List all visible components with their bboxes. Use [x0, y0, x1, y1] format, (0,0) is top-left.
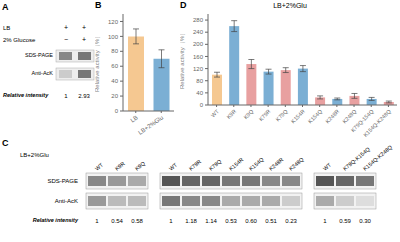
svg-text:0.23: 0.23 — [285, 218, 297, 224]
svg-text:K79Q: K79Q — [208, 158, 223, 172]
svg-text:Anti-AcK: Anti-AcK — [55, 198, 78, 204]
svg-text:WT: WT — [168, 161, 179, 172]
svg-text:280: 280 — [193, 17, 204, 23]
svg-text:K154Q: K154Q — [248, 156, 266, 172]
svg-text:40: 40 — [196, 90, 203, 96]
svg-text:K79Q: K79Q — [275, 108, 290, 123]
svg-text:120: 120 — [193, 66, 204, 72]
svg-text:+: + — [64, 24, 68, 31]
svg-text:K9Q: K9Q — [134, 160, 147, 172]
svg-text:K9R: K9R — [114, 160, 126, 171]
svg-text:WT: WT — [322, 161, 333, 172]
svg-text:200: 200 — [193, 41, 204, 47]
svg-text:K79Q-154Q: K79Q-154Q — [349, 108, 375, 134]
svg-text:0.59: 0.59 — [339, 218, 351, 224]
svg-text:Relative intensity: Relative intensity — [33, 217, 79, 223]
svg-text:1: 1 — [169, 218, 173, 224]
svg-text:60: 60 — [111, 63, 118, 69]
svg-text:120: 120 — [108, 19, 119, 25]
svg-text:K154R: K154R — [290, 108, 306, 124]
svg-text:2.93: 2.93 — [78, 93, 90, 99]
svg-text:LB+2%Glu: LB+2%Glu — [20, 152, 49, 158]
svg-text:K248R: K248R — [324, 108, 340, 124]
svg-text:LB: LB — [129, 114, 138, 123]
svg-text:−: − — [64, 36, 68, 43]
svg-text:K79Q-K154Q: K79Q-K154Q — [341, 145, 371, 172]
svg-text:1: 1 — [95, 218, 99, 224]
svg-text:Relative activity（%）: Relative activity（%） — [95, 33, 101, 92]
svg-text:K154Q-K248Q: K154Q-K248Q — [362, 108, 392, 137]
html-text:LB+2%Glu: LB+2%Glu — [273, 2, 307, 9]
svg-text:1.18: 1.18 — [185, 218, 197, 224]
svg-text:0: 0 — [115, 108, 119, 114]
svg-text:0.60: 0.60 — [245, 218, 257, 224]
svg-text:Anti-AcK: Anti-AcK — [32, 70, 54, 76]
svg-text:K9R: K9R — [225, 108, 237, 120]
svg-text:0.54: 0.54 — [111, 218, 123, 224]
svg-text:1.14: 1.14 — [205, 218, 217, 224]
svg-text:80: 80 — [196, 78, 203, 84]
svg-text:A: A — [8, 2, 9, 12]
svg-text:1: 1 — [323, 218, 327, 224]
svg-text:K79R: K79R — [258, 108, 272, 122]
svg-text:20: 20 — [111, 93, 118, 99]
svg-text:160: 160 — [193, 54, 204, 60]
svg-text:K248R: K248R — [268, 156, 285, 171]
svg-text:SDS-PAGE: SDS-PAGE — [47, 178, 78, 184]
svg-text:LB: LB — [8, 25, 10, 31]
svg-text:0.30: 0.30 — [359, 218, 371, 224]
svg-text:0: 0 — [200, 102, 204, 108]
svg-text:100: 100 — [108, 34, 119, 40]
svg-text:LB+2%Glu: LB+2%Glu — [137, 114, 164, 135]
svg-text:80: 80 — [111, 48, 118, 54]
svg-text:K79R: K79R — [188, 158, 202, 171]
svg-text:Relative activity（%）: Relative activity（%） — [180, 30, 186, 89]
svg-text:0.53: 0.53 — [225, 218, 237, 224]
svg-text:SDS-PAGE: SDS-PAGE — [25, 52, 53, 58]
svg-text:240: 240 — [193, 29, 204, 35]
svg-text:K248Q: K248Q — [288, 156, 306, 172]
svg-text:0.58: 0.58 — [131, 218, 143, 224]
svg-text:K154Q-K248Q: K154Q-K248Q — [362, 144, 392, 172]
svg-text:C: C — [8, 138, 9, 148]
svg-text:Relative intensity: Relative intensity — [8, 92, 49, 98]
svg-text:0.51: 0.51 — [265, 218, 277, 224]
svg-text:WT: WT — [94, 161, 105, 172]
svg-text:40: 40 — [111, 78, 118, 84]
html-text:D: D — [180, 0, 187, 10]
svg-text:K154R: K154R — [228, 156, 245, 171]
svg-text:K154Q: K154Q — [307, 108, 324, 125]
html-text:B: B — [95, 0, 102, 10]
svg-text:+: + — [82, 24, 86, 31]
svg-text:K248Q: K248Q — [341, 108, 358, 125]
svg-text:1: 1 — [64, 93, 68, 99]
svg-text:K9Q: K9Q — [242, 108, 255, 121]
svg-text:WT: WT — [210, 108, 221, 119]
svg-text:2% Glucose: 2% Glucose — [8, 37, 36, 43]
svg-text:+: + — [82, 36, 86, 43]
